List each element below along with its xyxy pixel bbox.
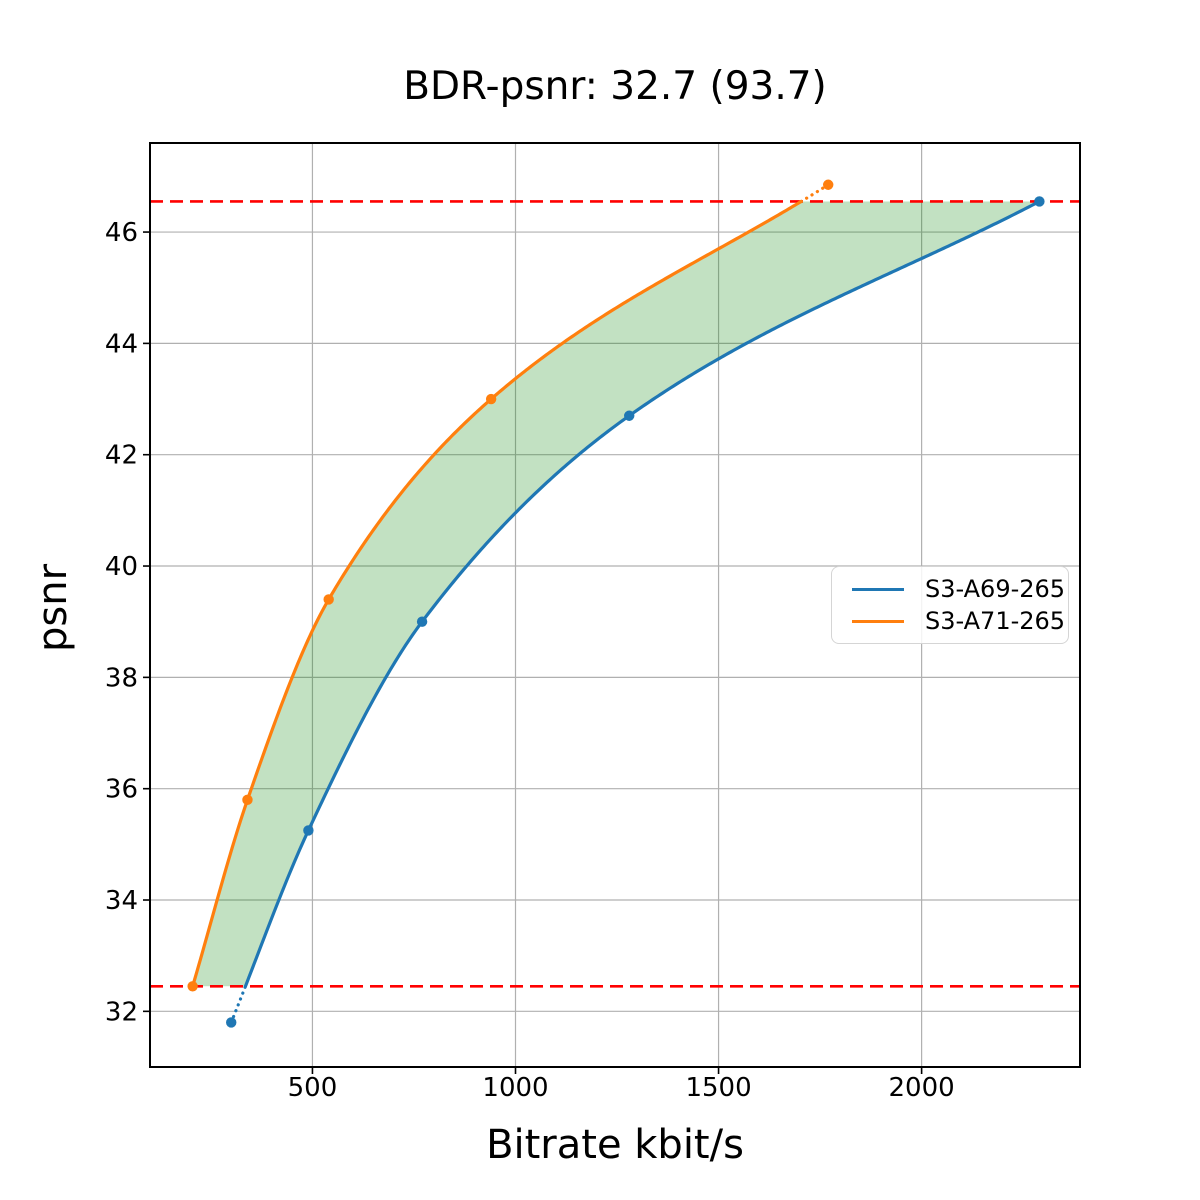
data-point-marker-S3-A69-265 (416, 616, 428, 627)
grid (150, 143, 1080, 1067)
legend-label: S3-A69-265 (925, 575, 1066, 603)
curve-dotted-S3-A69-265 (229, 984, 248, 1025)
chart-title: BDR-psnr: 32.7 (93.7) (403, 64, 827, 109)
data-point-marker-S3-A71-265 (323, 594, 334, 605)
y-tick-label: 44 (105, 329, 138, 359)
legend-line-sample (852, 619, 904, 623)
legend-line-sample (852, 587, 904, 591)
x-tick-label: 2000 (889, 1073, 955, 1103)
data-point-marker-S3-A71-265 (242, 794, 253, 806)
curve-dotted-S3-A71-265 (799, 183, 830, 204)
axes-frame (149, 142, 1081, 1068)
data-point-marker-S3-A69-265 (303, 825, 314, 836)
bd-shaded-region (192, 201, 1040, 987)
data-point-marker-S3-A69-265 (226, 1017, 237, 1028)
data-point-marker-S3-A71-265 (823, 179, 834, 190)
curve-solid-S3-A71-265 (191, 199, 803, 988)
curve-solid-S3-A69-265 (243, 199, 1041, 988)
x-axis-label: Bitrate kbit/s (486, 1122, 744, 1168)
x-tick-label: 500 (288, 1073, 338, 1103)
y-tick-label: 34 (105, 886, 138, 916)
legend-label: S3-A71-265 (925, 607, 1066, 635)
y-tick-label: 36 (105, 775, 138, 805)
legend-item: S3-A71-265 (852, 607, 1065, 635)
y-tick-label: 32 (105, 997, 138, 1027)
data-point-marker-S3-A69-265 (624, 410, 635, 421)
x-tick-label: 1000 (482, 1073, 548, 1103)
data-point-marker-S3-A71-265 (187, 981, 198, 992)
y-tick-label: 40 (105, 552, 138, 582)
x-tick-label: 1500 (685, 1073, 751, 1103)
legend: S3-A69-265 S3-A71-265 (831, 566, 1069, 644)
data-point-marker-S3-A71-265 (485, 393, 497, 405)
y-tick-label: 42 (105, 441, 138, 471)
y-tick-label: 46 (105, 218, 138, 248)
legend-item: S3-A69-265 (852, 575, 1065, 603)
data-point-marker-S3-A69-265 (1034, 196, 1045, 207)
y-tick-label: 38 (105, 663, 138, 693)
